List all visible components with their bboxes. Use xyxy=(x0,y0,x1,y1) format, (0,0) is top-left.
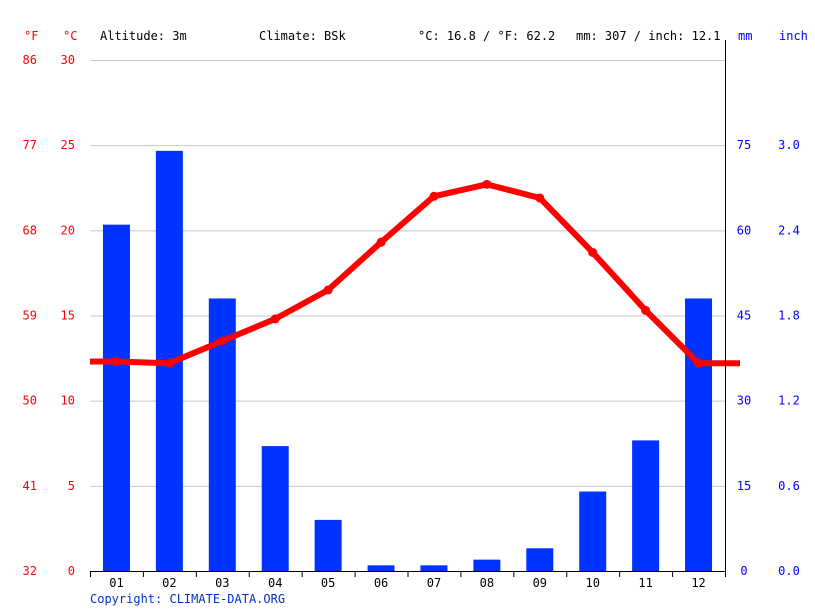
inch-tick-label: 1.2 xyxy=(778,394,800,408)
mm-tick-label: 0 xyxy=(740,564,747,578)
temperature-point xyxy=(429,191,439,201)
celsius-tick-label: 10 xyxy=(61,394,75,408)
temperature-point xyxy=(111,356,121,366)
precipitation-bar xyxy=(314,519,342,571)
average-temperature-label: °C: 16.8 / °F: 62.2 xyxy=(418,29,555,43)
tick-labels: 01 02 03 04 05 06 07 08 09 10 11 12 0 32 5 41 10 50 15 59 20… xyxy=(23,53,800,590)
mm-tick-label: 75 xyxy=(737,138,751,152)
temperature-point xyxy=(535,193,545,203)
celsius-tick-label: 20 xyxy=(61,223,75,237)
precipitation-bar xyxy=(261,446,289,571)
temperature-point xyxy=(270,314,280,324)
precipitation-bar xyxy=(367,565,395,571)
mm-unit-label: mm xyxy=(738,29,752,43)
grid-lines xyxy=(90,60,725,487)
temperature-point xyxy=(376,237,386,247)
precipitation-bar xyxy=(473,559,501,571)
celsius-tick-label: 0 xyxy=(68,564,75,578)
x-tick-label: 08 xyxy=(480,576,494,590)
x-tick-label: 04 xyxy=(268,576,282,590)
x-tick-label: 01 xyxy=(109,576,123,590)
climate-label: Climate: BSk xyxy=(259,29,346,43)
inch-unit-label: inch xyxy=(779,29,808,43)
fahrenheit-tick-label: 68 xyxy=(23,223,37,237)
inch-tick-label: 1.8 xyxy=(778,309,800,323)
temperature-point xyxy=(217,336,227,346)
x-tick-label: 02 xyxy=(162,576,176,590)
precipitation-bar xyxy=(420,565,448,571)
copyright-link[interactable]: Copyright: CLIMATE-DATA.ORG xyxy=(90,592,285,606)
annual-precipitation-label: mm: 307 / inch: 12.1 xyxy=(576,29,721,43)
celsius-tick-label: 15 xyxy=(61,309,75,323)
inch-tick-label: 2.4 xyxy=(778,223,800,237)
temperature-point xyxy=(641,305,651,315)
mm-tick-label: 30 xyxy=(737,394,751,408)
inch-tick-label: 0.0 xyxy=(778,564,800,578)
mm-tick-label: 60 xyxy=(737,223,751,237)
celsius-unit-label: °C xyxy=(63,29,77,43)
inch-tick-label: 3.0 xyxy=(778,138,800,152)
fahrenheit-tick-label: 32 xyxy=(23,564,37,578)
precipitation-bar xyxy=(579,491,607,571)
x-tick-label: 07 xyxy=(427,576,441,590)
celsius-tick-label: 5 xyxy=(68,479,75,493)
precipitation-bar xyxy=(685,298,713,571)
fahrenheit-unit-label: °F xyxy=(24,29,38,43)
celsius-tick-label: 30 xyxy=(61,53,75,67)
temperature-point xyxy=(164,358,174,368)
x-tick-label: 12 xyxy=(691,576,705,590)
fahrenheit-tick-label: 41 xyxy=(23,479,37,493)
precipitation-bar xyxy=(102,224,130,571)
precipitation-bars xyxy=(102,150,713,571)
fahrenheit-tick-label: 77 xyxy=(23,138,37,152)
x-tick-label: 09 xyxy=(533,576,547,590)
fahrenheit-tick-label: 86 xyxy=(23,53,37,67)
x-tick-label: 11 xyxy=(638,576,652,590)
inch-tick-label: 0.6 xyxy=(778,479,800,493)
fahrenheit-tick-label: 59 xyxy=(23,309,37,323)
celsius-tick-label: 25 xyxy=(61,138,75,152)
altitude-label: Altitude: 3m xyxy=(100,29,187,43)
precipitation-bar xyxy=(526,548,554,571)
x-tick-label: 10 xyxy=(585,576,599,590)
temperature-line xyxy=(90,179,740,368)
temperature-point xyxy=(323,285,333,295)
mm-tick-label: 15 xyxy=(737,479,751,493)
axes xyxy=(90,40,726,577)
x-tick-label: 05 xyxy=(321,576,335,590)
temperature-point xyxy=(588,247,598,257)
precipitation-bar xyxy=(632,440,660,571)
temperature-point xyxy=(482,179,492,189)
mm-tick-label: 45 xyxy=(737,309,751,323)
fahrenheit-tick-label: 50 xyxy=(23,394,37,408)
x-tick-label: 03 xyxy=(215,576,229,590)
x-tick-label: 06 xyxy=(374,576,388,590)
temperature-series-line xyxy=(90,181,740,367)
temperature-point xyxy=(694,358,704,368)
